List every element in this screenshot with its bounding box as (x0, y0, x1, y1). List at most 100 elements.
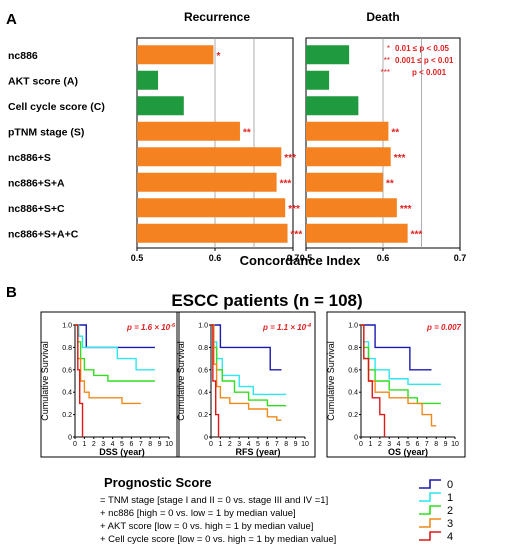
km-x-tick-label: 5 (120, 441, 124, 448)
km-y-tick-label: 0.6 (348, 367, 358, 374)
recurrence-bar (137, 70, 159, 90)
km-x-axis-label: DSS (year) (99, 447, 145, 457)
row-label: AKT score (A) (8, 75, 78, 87)
km-x-tick-label: 1 (368, 441, 372, 448)
km-curve-group-2 (75, 324, 155, 382)
km-p-value: p = 1.6 × 10-6 (126, 323, 176, 332)
km-y-tick-label: 0 (204, 435, 208, 442)
km-x-tick-label: 2 (378, 441, 382, 448)
recurrence-bar (137, 121, 240, 141)
recurrence-tick-label: 0.7 (287, 253, 300, 263)
death-sig-label: *** (411, 229, 423, 240)
row-label: nc886+S+A+C (8, 228, 79, 240)
row-label: nc886 (8, 50, 38, 62)
km-x-tick-label: 10 (165, 441, 173, 448)
recurrence-sig-label: *** (284, 153, 296, 164)
km-y-tick-label: 1.0 (62, 323, 72, 330)
recurrence-sig-label: *** (280, 178, 292, 189)
km-x-tick-label: 3 (101, 441, 105, 448)
concordance-index-label: Concordance Index (240, 253, 361, 268)
row-label: nc886+S (8, 152, 51, 164)
chart-death: 0.5 0.6 0.7************* (300, 37, 466, 263)
km-y-tick-label: 0.2 (62, 412, 72, 419)
group-legend-swatch-4 (419, 531, 441, 541)
km-x-tick-label: 9 (294, 441, 298, 448)
km-p-value: p = 1.1 × 10-4 (262, 323, 311, 332)
panel-a-letter: A (6, 11, 17, 28)
km-curve-group-1 (75, 324, 155, 371)
km-x-tick-label: 5 (256, 441, 260, 448)
recurrence-sig-label: *** (288, 204, 300, 215)
km-curve-group-4 (361, 324, 386, 437)
death-sig-label: *** (400, 204, 412, 215)
panel-b-title: ESCC patients (n = 108) (171, 291, 362, 310)
km-y-axis-label: Cumulative Survival (326, 341, 336, 421)
recurrence-sig-label: *** (291, 229, 303, 240)
recurrence-bar (137, 172, 277, 192)
sig-legend-symbol-2: ** (384, 56, 390, 65)
km-x-tick-label: 1 (82, 441, 86, 448)
death-bar (306, 70, 330, 90)
km-curve-group-3 (361, 324, 437, 427)
km-x-tick-label: 6 (415, 441, 419, 448)
km-x-tick-label: 4 (247, 441, 251, 448)
km-curve-group-2 (361, 324, 441, 405)
km-x-tick-label: 1 (218, 441, 222, 448)
km-p-exponent: -4 (306, 323, 311, 329)
km-x-tick-label: 6 (265, 441, 269, 448)
km-y-tick-label: 0 (354, 435, 358, 442)
km-p-value: p = 0.007 (426, 323, 462, 332)
row-label: pTNM stage (S) (8, 126, 84, 138)
km-x-tick-label: 0 (73, 441, 77, 448)
recurrence-sig-label: ** (243, 127, 251, 138)
recurrence-sig-label: * (216, 51, 220, 62)
row-label: nc886+S+A (8, 177, 65, 189)
km-x-tick-label: 4 (111, 441, 115, 448)
km-x-tick-label: 2 (92, 441, 96, 448)
km-panel-frame (176, 311, 316, 458)
km-y-tick-label: 0.2 (198, 412, 208, 419)
prognostic-score-title: Prognostic Score (104, 475, 212, 490)
km-x-tick-label: 10 (451, 441, 459, 448)
group-legend-label: 0 (447, 479, 453, 491)
km-y-tick-label: 0 (68, 435, 72, 442)
death-bar (306, 172, 383, 192)
km-x-tick-label: 9 (158, 441, 162, 448)
group-legend-swatch-3 (419, 518, 441, 528)
km-panel-frame (40, 311, 180, 458)
km-y-tick-label: 0.8 (62, 345, 72, 352)
recurrence-bar (137, 147, 282, 167)
death-bar (306, 147, 391, 167)
km-curve-group-4 (75, 324, 84, 437)
km-x-tick-label: 7 (139, 441, 143, 448)
sig-legend-symbol-1: * (387, 44, 390, 53)
recurrence-bar (137, 223, 288, 243)
km-curve-group-3 (211, 324, 282, 421)
death-bar (306, 223, 408, 243)
km-y-tick-label: 0.8 (348, 345, 358, 352)
death-sig-label: ** (386, 178, 394, 189)
row-labels: nc886 AKT score (A) Cell cycle score (C) pT… (8, 50, 105, 241)
km-x-tick-label: 3 (237, 441, 241, 448)
km-y-tick-label: 1.0 (348, 323, 358, 330)
km-y-tick-label: 0.6 (62, 367, 72, 374)
km-x-tick-label: 10 (301, 441, 309, 448)
recurrence-bar (137, 198, 286, 218)
recurrence-bar (137, 96, 184, 116)
km-y-tick-label: 0.4 (198, 390, 208, 397)
prognostic-line-1: = TNM stage [stage I and II = 0 vs. stag… (100, 495, 328, 506)
chart-recurrence-title: Recurrence (184, 10, 250, 24)
sig-legend-text-3: p < 0.001 (412, 68, 447, 77)
sig-legend-text-1: 0.01 ≤ p < 0.05 (395, 44, 450, 53)
km-y-tick-label: 1.0 (198, 323, 208, 330)
km-y-tick-label: 0.4 (348, 390, 358, 397)
prognostic-line-2: + nc886 [high = 0 vs. low = 1 by median … (100, 508, 296, 519)
km-y-axis-label: Cumulative Survival (40, 341, 50, 421)
km-curve-group-0 (211, 324, 282, 371)
prognostic-line-3: + AKT score [low = 0 vs. high = 1 by med… (100, 521, 313, 532)
group-legend-label: 4 (447, 531, 453, 543)
km-x-tick-label: 9 (444, 441, 448, 448)
